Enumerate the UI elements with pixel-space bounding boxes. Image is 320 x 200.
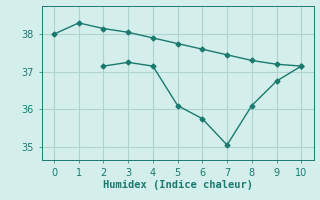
X-axis label: Humidex (Indice chaleur): Humidex (Indice chaleur) (103, 180, 252, 190)
